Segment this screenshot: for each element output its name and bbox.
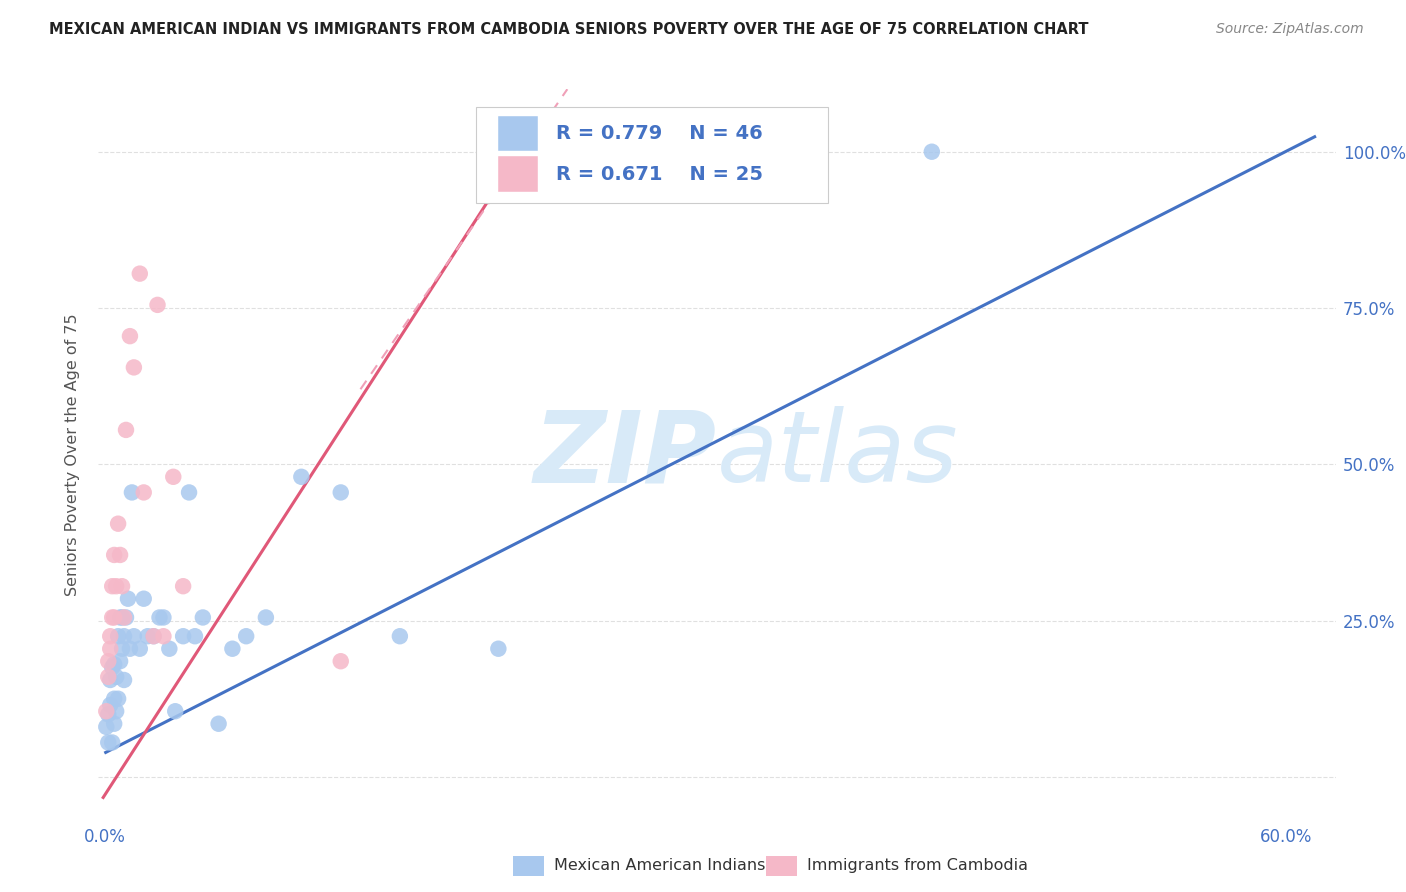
Point — [146, 298, 169, 312]
Point — [172, 629, 194, 643]
Point — [103, 548, 125, 562]
Text: R = 0.779    N = 46: R = 0.779 N = 46 — [557, 124, 763, 144]
Point — [101, 579, 124, 593]
Point — [101, 610, 124, 624]
Point — [165, 704, 187, 718]
Text: ZIP: ZIP — [534, 407, 717, 503]
Point — [103, 716, 125, 731]
Y-axis label: Seniors Poverty Over the Age of 75: Seniors Poverty Over the Age of 75 — [65, 314, 80, 596]
Point — [157, 641, 180, 656]
Point — [107, 629, 129, 643]
Point — [108, 610, 131, 624]
Point — [115, 423, 138, 437]
Bar — [498, 156, 537, 192]
Point — [101, 735, 124, 749]
Point — [148, 610, 170, 624]
Point — [112, 610, 135, 624]
Point — [98, 629, 121, 643]
Point — [121, 485, 143, 500]
Point — [105, 579, 128, 593]
Point — [115, 610, 138, 624]
Point — [122, 360, 145, 375]
Point — [96, 704, 118, 718]
Point — [162, 470, 184, 484]
Point — [98, 641, 121, 656]
Point — [184, 629, 207, 643]
Point — [132, 485, 155, 500]
Point — [97, 735, 120, 749]
Text: MEXICAN AMERICAN INDIAN VS IMMIGRANTS FROM CAMBODIA SENIORS POVERTY OVER THE AGE: MEXICAN AMERICAN INDIAN VS IMMIGRANTS FR… — [49, 22, 1088, 37]
Point — [136, 629, 159, 643]
Point — [98, 673, 121, 687]
Point — [177, 485, 200, 500]
Point — [97, 654, 120, 668]
Point — [221, 641, 243, 656]
Point — [118, 329, 141, 343]
Point — [486, 641, 509, 656]
Point — [290, 470, 312, 484]
Point — [388, 629, 411, 643]
Point — [103, 657, 125, 672]
FancyBboxPatch shape — [475, 108, 828, 202]
Point — [107, 516, 129, 531]
Point — [103, 610, 125, 624]
Text: R = 0.671    N = 25: R = 0.671 N = 25 — [557, 164, 763, 184]
Point — [172, 579, 194, 593]
Point — [98, 698, 121, 712]
Point — [101, 660, 124, 674]
Point — [122, 629, 145, 643]
Point — [103, 691, 125, 706]
Point — [152, 610, 174, 624]
Point — [132, 591, 155, 606]
Point — [921, 145, 943, 159]
Point — [128, 641, 150, 656]
Point — [112, 629, 135, 643]
Point — [142, 629, 165, 643]
Point — [152, 629, 174, 643]
Point — [142, 629, 165, 643]
Text: Mexican American Indians: Mexican American Indians — [554, 858, 765, 872]
Point — [111, 579, 134, 593]
Point — [207, 716, 229, 731]
Text: Immigrants from Cambodia: Immigrants from Cambodia — [807, 858, 1028, 872]
Point — [111, 610, 134, 624]
Point — [117, 591, 139, 606]
Text: Source: ZipAtlas.com: Source: ZipAtlas.com — [1216, 22, 1364, 37]
Point — [329, 485, 352, 500]
Point — [128, 267, 150, 281]
Point — [235, 629, 257, 643]
Point — [105, 670, 128, 684]
Point — [96, 720, 118, 734]
Point — [191, 610, 214, 624]
Point — [97, 670, 120, 684]
Point — [329, 654, 352, 668]
Point — [254, 610, 277, 624]
Point — [97, 707, 120, 722]
Point — [112, 673, 135, 687]
Point — [118, 641, 141, 656]
Text: atlas: atlas — [717, 407, 959, 503]
Point — [105, 704, 128, 718]
Point — [107, 691, 129, 706]
Point — [111, 641, 134, 656]
Point — [108, 548, 131, 562]
Bar — [498, 116, 537, 152]
Point — [108, 654, 131, 668]
